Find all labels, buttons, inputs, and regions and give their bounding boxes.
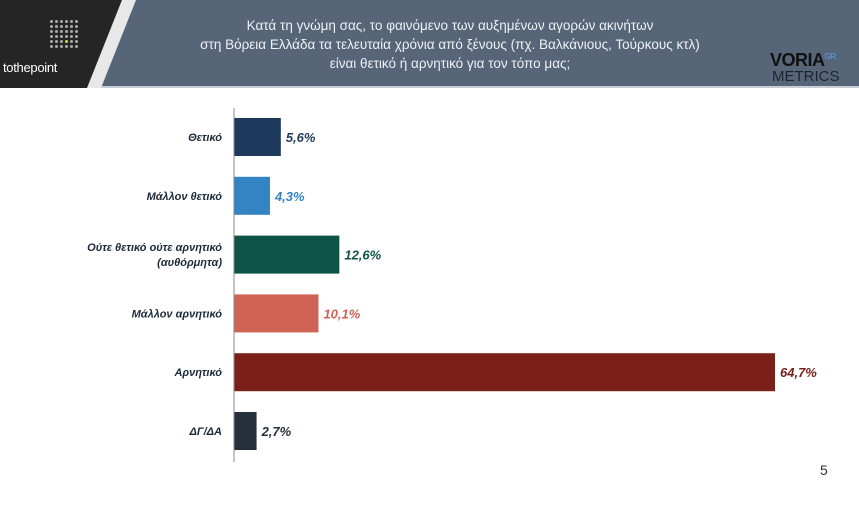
category-label: Μάλλον θετικό	[147, 191, 223, 203]
page-number: 5	[820, 462, 828, 478]
bar	[234, 118, 281, 156]
voria-logo-sup: GR	[824, 52, 837, 61]
logo-dot	[70, 35, 73, 38]
logo-dot	[55, 20, 58, 23]
logo-dot	[65, 40, 68, 43]
voria-logo: VORIAGR	[770, 50, 836, 71]
logo-dot	[55, 35, 58, 38]
category-label: Ούτε θετικό ούτε αρνητικό	[87, 242, 222, 254]
data-label: 4,3%	[274, 189, 305, 204]
metrics-logo-text: METRICS	[772, 68, 840, 85]
logo-dot	[70, 30, 73, 33]
data-label: 64,7%	[780, 365, 817, 380]
logo-dot	[50, 45, 53, 48]
logo-dot	[55, 25, 58, 28]
category-label: Θετικό	[188, 132, 222, 144]
data-label: 2,7%	[261, 424, 292, 439]
logo-dot	[75, 20, 78, 23]
logo-dot	[70, 25, 73, 28]
logo-dot	[70, 40, 73, 43]
logo-dot	[65, 25, 68, 28]
bar	[234, 353, 775, 392]
logo-dot	[65, 45, 68, 48]
question-title: Κατά τη γνώμη σας, το φαινόμενο των αυξη…	[170, 16, 730, 73]
logo-dot	[50, 30, 53, 33]
logo-dot	[75, 30, 78, 33]
logo-dot	[50, 35, 53, 38]
logo-dot	[75, 25, 78, 28]
logo-dot	[55, 40, 58, 43]
logo-dot	[50, 25, 53, 28]
logo-dot	[75, 35, 78, 38]
category-label: ΔΓ/ΔΑ	[189, 426, 223, 438]
logo-dot	[70, 45, 73, 48]
logo-dot	[75, 45, 78, 48]
logo-dot	[55, 30, 58, 33]
title-line: στη Βόρεια Ελλάδα τα τελευταία χρόνια απ…	[200, 37, 700, 52]
logo-dot	[60, 45, 63, 48]
logo-dot	[70, 20, 73, 23]
logo-dot	[55, 45, 58, 48]
logo-dot	[60, 30, 63, 33]
logo-dot	[60, 20, 63, 23]
bar	[234, 235, 340, 274]
title-line: Κατά τη γνώμη σας, το φαινόμενο των αυξη…	[246, 18, 654, 33]
dot-grid-logo-icon	[50, 20, 78, 48]
category-label: Μάλλον αρνητικό	[132, 308, 223, 320]
bar	[234, 412, 257, 450]
title-line: είναι θετικό ή αρνητικό για τον τόπο μας…	[329, 56, 571, 71]
tothepoint-logo: tothepoint	[3, 60, 58, 75]
category-label: Αρνητικό	[173, 367, 222, 379]
logo-dot	[65, 30, 68, 33]
logo-dot	[50, 40, 53, 43]
data-label: 10,1%	[323, 306, 360, 321]
logo-dot	[75, 40, 78, 43]
logo-dot	[65, 20, 68, 23]
category-label: (αυθόρμητα)	[157, 257, 222, 269]
logo-dot	[50, 20, 53, 23]
voria-logo-text: VORIA	[770, 50, 825, 70]
logo-dot	[65, 35, 68, 38]
logo-dot	[60, 40, 63, 43]
logo-dot	[60, 35, 63, 38]
data-label: 12,6%	[344, 248, 381, 263]
data-label: 5,6%	[286, 130, 316, 145]
bar	[234, 176, 270, 215]
bar	[234, 294, 319, 333]
header-banner	[0, 0, 859, 88]
logo-dot	[60, 25, 63, 28]
